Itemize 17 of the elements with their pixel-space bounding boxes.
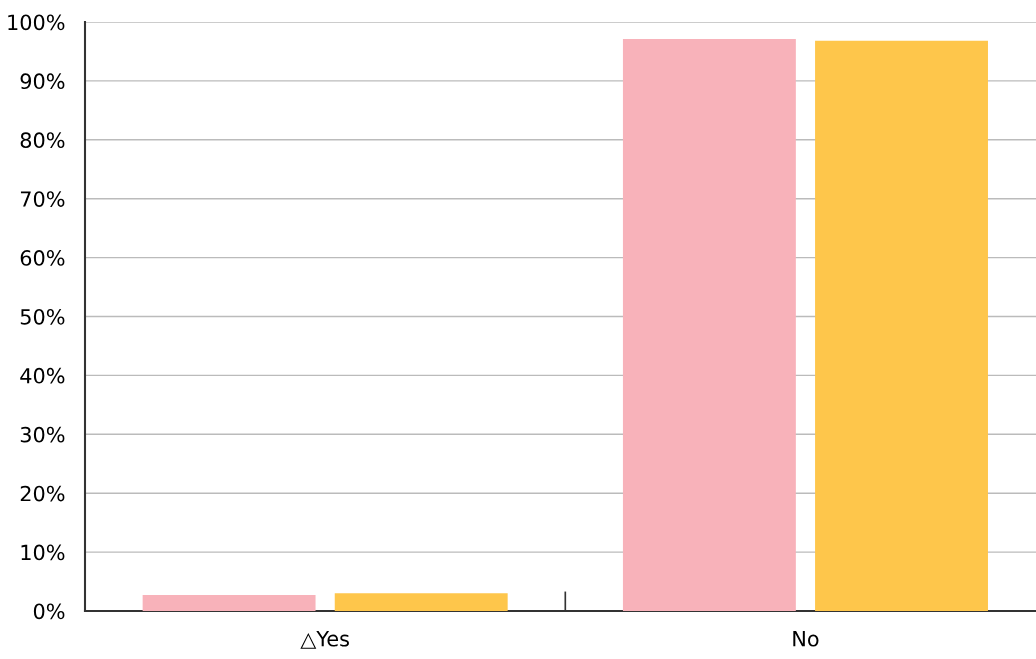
y-tick-label: 50% <box>20 308 65 325</box>
x-tick-label: △Yes <box>300 631 349 649</box>
y-tick-label: 60% <box>20 250 65 266</box>
y-tick-label: 0% <box>33 603 65 620</box>
bar <box>622 39 796 611</box>
bar <box>334 593 508 611</box>
bar <box>142 595 316 611</box>
y-tick-label: 20% <box>20 485 65 502</box>
y-tick-label: 100% <box>8 14 65 31</box>
y-tick-label: 70% <box>20 191 65 207</box>
y-tick-label: 40% <box>20 367 65 384</box>
bar <box>815 40 988 611</box>
y-tick-label: 90% <box>20 73 65 90</box>
x-tick-label: No <box>793 631 819 647</box>
y-tick-label: 80% <box>20 132 65 149</box>
y-tick-label: 10% <box>21 544 65 561</box>
y-tick-label: 30% <box>20 426 65 443</box>
